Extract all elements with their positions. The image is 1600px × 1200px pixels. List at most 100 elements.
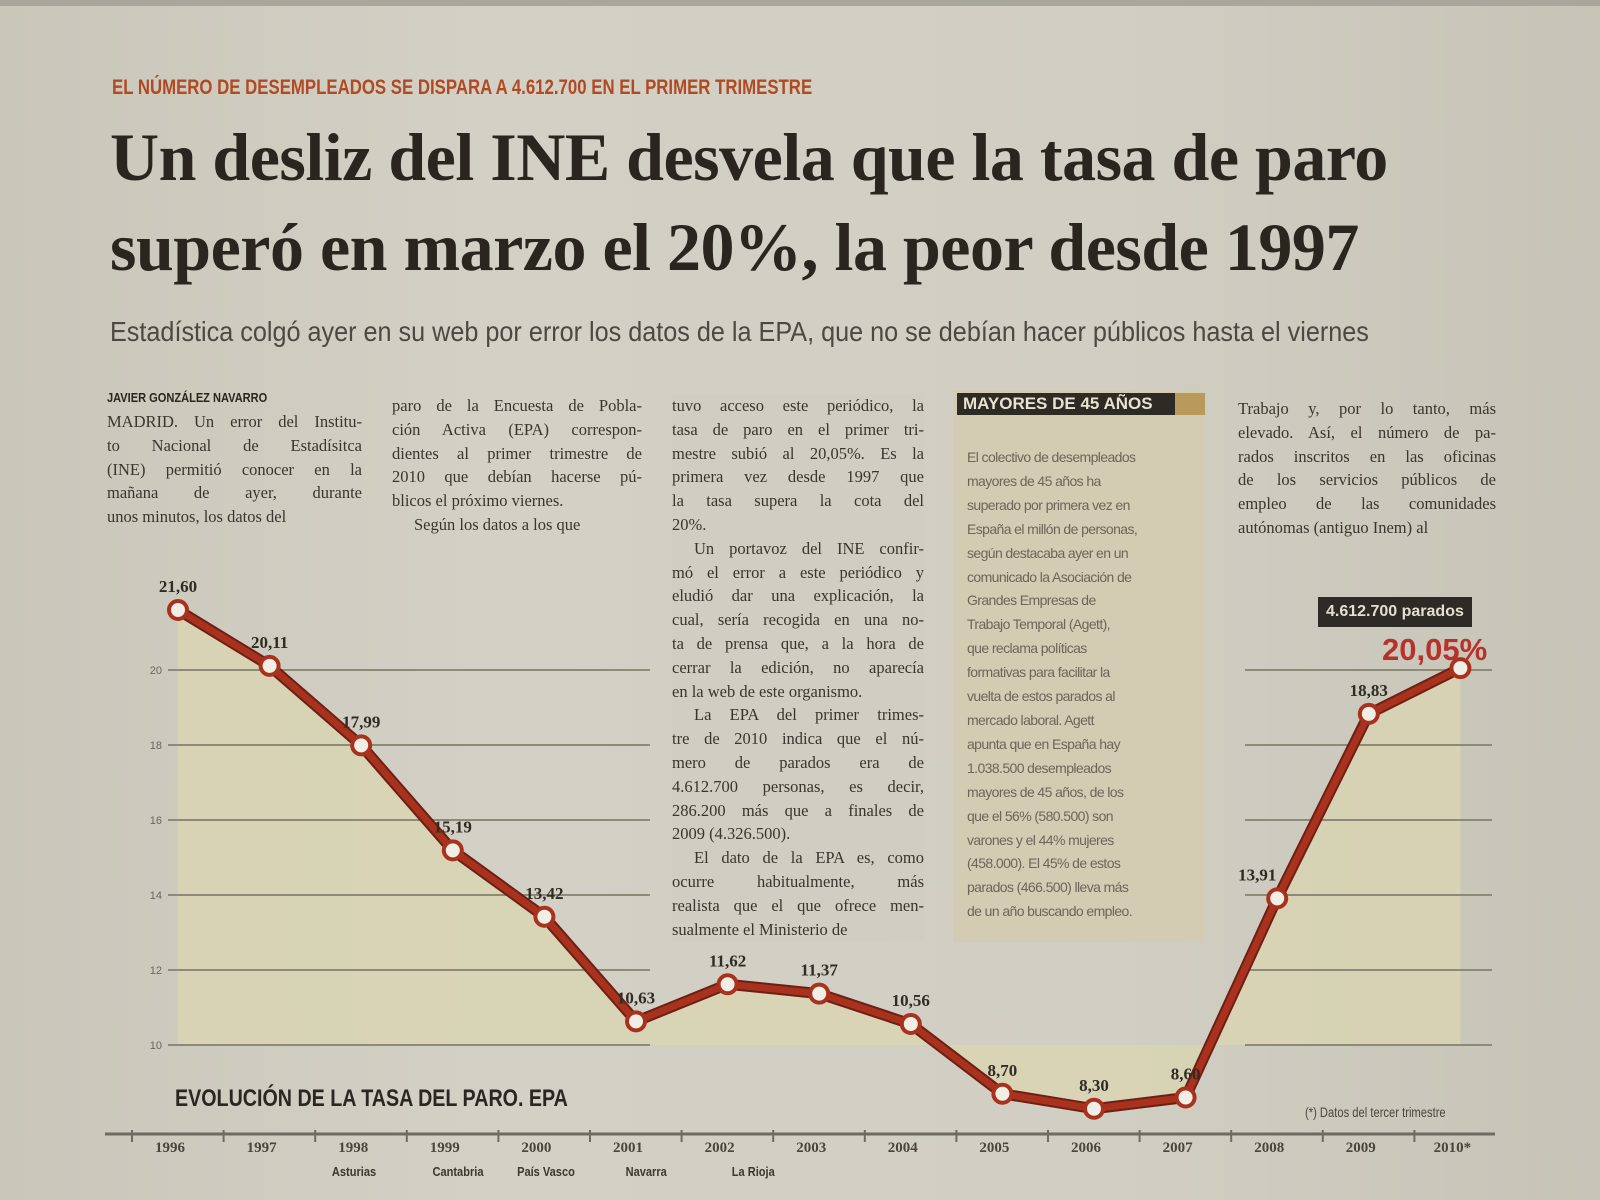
text-line: MADRID. Un error del Institu- bbox=[107, 412, 362, 431]
article-column-3: tuvo acceso este periódico, la tasa de pa… bbox=[672, 394, 924, 942]
text-line: mó el error a este periódico y bbox=[672, 562, 924, 582]
region-label: Cantabria bbox=[432, 1164, 484, 1179]
text-line: realista que el que ofrece men- bbox=[672, 895, 924, 915]
data-label: 15,19 bbox=[434, 817, 472, 836]
text-line: primera vez desde 1997 que bbox=[672, 467, 924, 487]
text-line: tasa de paro en el primer tri- bbox=[672, 419, 924, 439]
data-point bbox=[1357, 702, 1380, 725]
overline: EL NÚMERO DE DESEMPLEADOS SE DISPARA A 4… bbox=[112, 76, 813, 99]
text-line: 286.200 más que a finales de bbox=[672, 800, 924, 820]
sidebar-line: vuelta de estos parados al bbox=[967, 688, 1115, 705]
data-point bbox=[1083, 1097, 1105, 1120]
article-column-1: MADRID. Un error del Institu-to Nacional… bbox=[107, 410, 362, 529]
data-point bbox=[441, 839, 464, 862]
byline: JAVIER GONZÁLEZ NAVARRO bbox=[107, 390, 268, 405]
text-line: de los servicios públicos de bbox=[1238, 470, 1496, 490]
sidebar-line: formativas para facilitar la bbox=[967, 664, 1110, 681]
text-line: ocurre habitualmente, más bbox=[672, 871, 924, 891]
data-point bbox=[716, 973, 739, 996]
sidebar-line: varones y el 44% mujeres bbox=[967, 831, 1114, 848]
y-tick-label: 16 bbox=[150, 815, 162, 827]
text-line: empleo de las comunidades bbox=[1238, 494, 1496, 514]
sidebar-box: MAYORES DE 45 AÑOS El colectivo de desem… bbox=[953, 390, 1205, 942]
text-line: tre de 2010 indica que el nú- bbox=[672, 729, 924, 749]
x-tick-label: 2001 bbox=[613, 1140, 643, 1156]
sidebar-line: que reclama políticas bbox=[967, 640, 1087, 657]
subtitle: Estadística colgó ayer en su web por err… bbox=[110, 316, 1369, 347]
text-line: paro de la Encuesta de Pobla- bbox=[392, 396, 642, 415]
parados-label: 4.612.700 parados bbox=[1318, 597, 1472, 627]
sidebar-line: según destacaba ayer en un bbox=[967, 544, 1129, 561]
text-line: 2009 (4.326.500). bbox=[672, 824, 791, 844]
x-tick-label: 2003 bbox=[796, 1140, 826, 1156]
text-line: ción Activa (EPA) correspon- bbox=[392, 419, 642, 439]
text-line: en la web de este organismo. bbox=[672, 681, 863, 701]
data-label: 18,83 bbox=[1350, 681, 1388, 700]
data-label: 10,63 bbox=[617, 988, 655, 1007]
x-tick-label: 2009 bbox=[1346, 1140, 1376, 1156]
highlight-rate: 20,05% bbox=[1382, 632, 1488, 667]
headline-line: Un desliz del INE desvela que la tasa de… bbox=[110, 119, 1388, 195]
sidebar-line: mayores de 45 años ha bbox=[967, 472, 1101, 489]
data-point bbox=[625, 1010, 647, 1033]
x-tick-label: 2008 bbox=[1254, 1140, 1284, 1156]
text-line: unos minutos, los datos del bbox=[107, 507, 287, 527]
data-point bbox=[899, 1013, 922, 1035]
text-line: Trabajo y, por lo tanto, más bbox=[1238, 399, 1496, 418]
text-line: elevado. Así, el número de pa- bbox=[1238, 422, 1496, 442]
x-tick-label: 1999 bbox=[430, 1140, 460, 1156]
y-tick-label: 10 bbox=[150, 1040, 162, 1052]
sidebar-line: de un año buscando empleo. bbox=[967, 903, 1133, 920]
text-line: tuvo acceso este periódico, la bbox=[672, 396, 924, 415]
text-line: mero de parados era de bbox=[672, 752, 924, 772]
sidebar-line: mayores de 45 años, de los bbox=[967, 783, 1124, 800]
data-point bbox=[808, 982, 831, 1005]
text-line: sualmente el Ministerio de bbox=[672, 919, 848, 939]
area-fill bbox=[178, 610, 1461, 1109]
headline-line: superó en marzo el 20%, la peor desde 19… bbox=[110, 209, 1359, 285]
text-line: ta de prensa que, a la hora de bbox=[672, 633, 924, 653]
x-tick-label: 2000 bbox=[521, 1140, 551, 1156]
sidebar-title: MAYORES DE 45 AÑOS bbox=[957, 393, 1179, 415]
sidebar-line: superado por primera vez en bbox=[967, 496, 1130, 513]
text-line: la tasa supera la cota del bbox=[672, 491, 924, 511]
data-label: 8,70 bbox=[988, 1061, 1018, 1080]
x-tick-label: 2002 bbox=[705, 1140, 735, 1156]
region-label: Navarra bbox=[625, 1164, 667, 1179]
text-line: mestre subió al 20,05%. Es la bbox=[672, 443, 924, 463]
x-tick-label: 1996 bbox=[155, 1140, 186, 1156]
text-line: 2010 que debían hacerse pú- bbox=[392, 467, 642, 487]
y-tick-label: 12 bbox=[150, 965, 162, 977]
page-edge bbox=[0, 0, 1600, 6]
x-tick-label: 2004 bbox=[888, 1140, 919, 1156]
data-label: 8,30 bbox=[1079, 1076, 1109, 1095]
text-line: Un portavoz del INE confir- bbox=[694, 538, 924, 558]
data-point bbox=[991, 1082, 1014, 1105]
x-tick-label: 2005 bbox=[979, 1140, 1009, 1156]
x-tick-label: 2007 bbox=[1163, 1140, 1194, 1156]
text-line: mañana de ayer, durante bbox=[107, 483, 362, 503]
sidebar-line: (458.000). El 45% de estos bbox=[967, 855, 1121, 872]
sidebar-line: 1.038.500 desempleados bbox=[967, 759, 1112, 776]
region-label: Asturias bbox=[331, 1164, 377, 1179]
data-point bbox=[350, 734, 373, 757]
sidebar-line: comunicado la Asociación de bbox=[967, 568, 1132, 585]
x-tick-label: 1998 bbox=[338, 1140, 368, 1156]
article-column-4: Trabajo y, por lo tanto, más elevado. Así… bbox=[1238, 397, 1496, 540]
text-line: Según los datos a los que bbox=[414, 514, 581, 534]
y-tick-label: 20 bbox=[150, 665, 162, 677]
text-line: El dato de la EPA es, como bbox=[694, 848, 924, 868]
data-point bbox=[533, 905, 556, 928]
data-label: 11,37 bbox=[801, 961, 839, 980]
region-label: País Vasco bbox=[517, 1164, 575, 1179]
text-line: cual, sería recogida en una no- bbox=[672, 610, 924, 630]
text-line: autónomas (antiguo Inem) al bbox=[1238, 517, 1429, 537]
x-tick-label: 1997 bbox=[247, 1140, 278, 1156]
sidebar-accent bbox=[1175, 393, 1205, 415]
text-line: La EPA del primer trimes- bbox=[694, 705, 924, 725]
text-line: eludió dar una explicación, la bbox=[672, 586, 924, 606]
headline: Un desliz del INE desvela que la tasa de… bbox=[110, 112, 1530, 292]
y-tick-label: 14 bbox=[150, 890, 162, 902]
data-label: 17,99 bbox=[342, 712, 380, 731]
